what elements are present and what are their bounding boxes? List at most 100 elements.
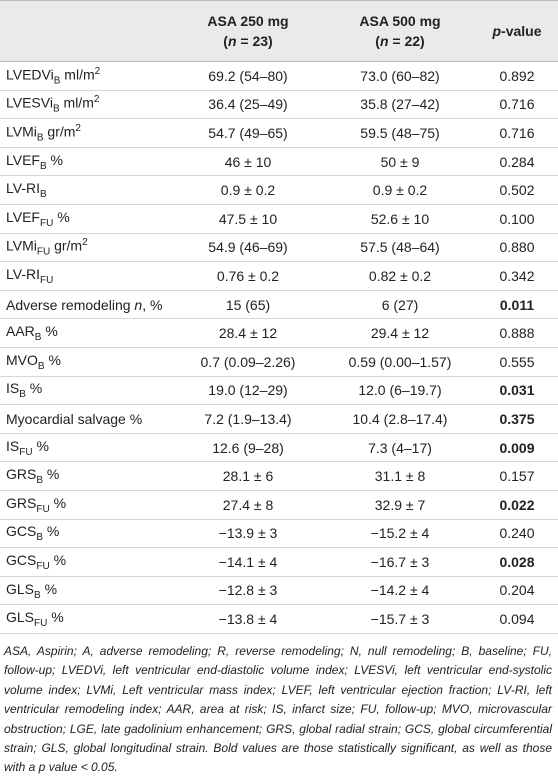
text-segment: %: [43, 466, 60, 483]
text-segment: GCS: [6, 523, 37, 540]
table: ASA 250 mg (n = 23) ASA 500 mg (n = 22) p-va…: [0, 0, 558, 634]
cell: 0.716: [499, 124, 535, 141]
cell: 46 ± 10: [224, 153, 272, 170]
row-label: Myocardial salvage %: [0, 411, 172, 427]
text-segment: 2: [94, 65, 101, 77]
cell: 7.2 (1.9–13.4): [204, 410, 292, 427]
text-segment: LVMi: [6, 123, 37, 140]
row-label: GRSB %: [0, 466, 172, 486]
row-label: GRSFU %: [0, 495, 172, 515]
text-segment: LVESVi: [6, 94, 53, 111]
text-segment: AAR: [6, 323, 35, 340]
cell: 57.5 (48–64): [360, 239, 440, 256]
cell: 0.094: [499, 611, 535, 628]
text-segment: = 22): [388, 33, 425, 49]
cell: 0.7 (0.09–2.26): [200, 353, 296, 370]
text-segment: LV-RI: [6, 266, 40, 283]
cell: 0.76 ± 0.2: [216, 267, 280, 284]
row-label: LV-RIB: [0, 180, 172, 200]
cell: 0.716: [499, 96, 535, 113]
cell: 0.157: [499, 468, 535, 485]
header-line: p-value: [476, 21, 558, 41]
cell: 28.1 ± 6: [222, 468, 274, 485]
text-segment: ASA 250 mg: [207, 13, 289, 29]
cell: 50 ± 9: [380, 153, 420, 170]
text-segment: Myocardial salvage %: [6, 410, 143, 427]
cell: 0.59 (0.00–1.57): [348, 353, 452, 370]
text-segment: , %: [142, 296, 163, 313]
header-cell: ASA 500 mg (n = 22): [324, 11, 476, 51]
cell: 52.6 ± 10: [370, 210, 430, 227]
cell: −15.2 ± 4: [370, 525, 430, 542]
text-segment: %: [41, 323, 58, 340]
table-row: LV-RIFU 0.76 ± 0.2 0.82 ± 0.2 0.342: [0, 262, 558, 291]
text-segment: B: [53, 75, 61, 87]
text-segment: FU: [36, 246, 51, 258]
text-segment: B: [39, 160, 47, 172]
cell: −12.8 ± 3: [218, 582, 278, 599]
cell: 0.82 ± 0.2: [368, 267, 432, 284]
text-segment: B: [37, 360, 45, 372]
header-cell: ASA 250 mg (n = 23): [172, 11, 324, 51]
row-label: LV-RIFU: [0, 266, 172, 286]
text-segment: = 23): [236, 33, 273, 49]
cell: 36.4 (25–49): [208, 96, 288, 113]
cell: 35.8 (27–42): [360, 96, 440, 113]
text-segment: %: [40, 580, 58, 597]
text-segment: FU: [36, 503, 50, 515]
cell: −13.8 ± 4: [218, 611, 278, 628]
text-segment: B: [34, 589, 41, 601]
cell: −16.7 ± 3: [370, 553, 430, 570]
footnote: ASA, Aspirin; A, adverse remodeling; R, …: [4, 643, 552, 775]
cell: 69.2 (54–80): [208, 67, 288, 84]
text-segment: FU: [39, 274, 54, 286]
table-row: LVMiB gr/m2 54.7 (49–65) 59.5 (48–75) 0.716: [0, 119, 558, 148]
cell: 54.9 (46–69): [208, 239, 288, 256]
text-segment: B: [34, 332, 42, 344]
table-row: MVOB % 0.7 (0.09–2.26) 0.59 (0.00–1.57) 0.5…: [0, 348, 558, 377]
text-segment: GRS: [6, 494, 37, 511]
cell: −14.2 ± 4: [370, 582, 430, 599]
text-segment: IS: [6, 380, 20, 397]
text-segment: B: [39, 189, 47, 201]
table-row: LVESViB ml/m2 36.4 (25–49) 35.8 (27–42) 0.7…: [0, 91, 558, 120]
header-line: ASA 500 mg: [324, 11, 476, 31]
header-line: ASA 250 mg: [172, 11, 324, 31]
text-segment: B: [36, 475, 44, 486]
table-row: GRSFU % 27.4 ± 8 32.9 ± 7 0.022: [0, 491, 558, 520]
cell: 0.375: [499, 410, 535, 427]
header-line: (n = 23): [172, 31, 324, 51]
text-segment: Adverse remodeling: [6, 296, 135, 313]
table-row: LVMiFU gr/m2 54.9 (46–69) 57.5 (48–64) 0.88…: [0, 234, 558, 263]
table-row: ISFU % 12.6 (9–28) 7.3 (4–17) 0.009: [0, 434, 558, 463]
cell: 0.011: [499, 296, 535, 313]
header-row: ASA 250 mg (n = 23) ASA 500 mg (n = 22) p-va…: [0, 0, 558, 62]
cell: 6 (27): [381, 296, 419, 313]
text-segment: FU: [19, 446, 33, 458]
text-segment: n: [134, 296, 143, 313]
text-segment: %: [49, 551, 67, 568]
text-segment: LV-RI: [6, 180, 40, 197]
cell: 0.342: [499, 267, 535, 284]
table-row: GCSB % −13.9 ± 3 −15.2 ± 4 0.240: [0, 520, 558, 549]
text-segment: p: [492, 23, 502, 39]
text-segment: GLS: [6, 580, 35, 597]
row-label: GCSB %: [0, 523, 172, 543]
cell: 12.0 (6–19.7): [358, 382, 442, 399]
cell: 0.888: [499, 325, 535, 342]
cell: −15.7 ± 3: [370, 611, 430, 628]
cell: 47.5 ± 10: [218, 210, 278, 227]
cell: 0.502: [499, 182, 535, 199]
cell: 0.892: [499, 67, 535, 84]
text-segment: %: [43, 523, 60, 540]
text-segment: 2: [93, 94, 100, 106]
cell: 59.5 (48–75): [360, 124, 440, 141]
cell: 27.4 ± 8: [222, 496, 274, 513]
text-segment: FU: [34, 617, 48, 629]
cell: 0.028: [499, 553, 535, 570]
text-segment: n: [379, 33, 389, 49]
cell: 0.555: [499, 353, 535, 370]
table-row: GLSB % −12.8 ± 3 −14.2 ± 4 0.204: [0, 577, 558, 606]
text-segment: %: [53, 208, 70, 225]
text-segment: n: [227, 33, 237, 49]
